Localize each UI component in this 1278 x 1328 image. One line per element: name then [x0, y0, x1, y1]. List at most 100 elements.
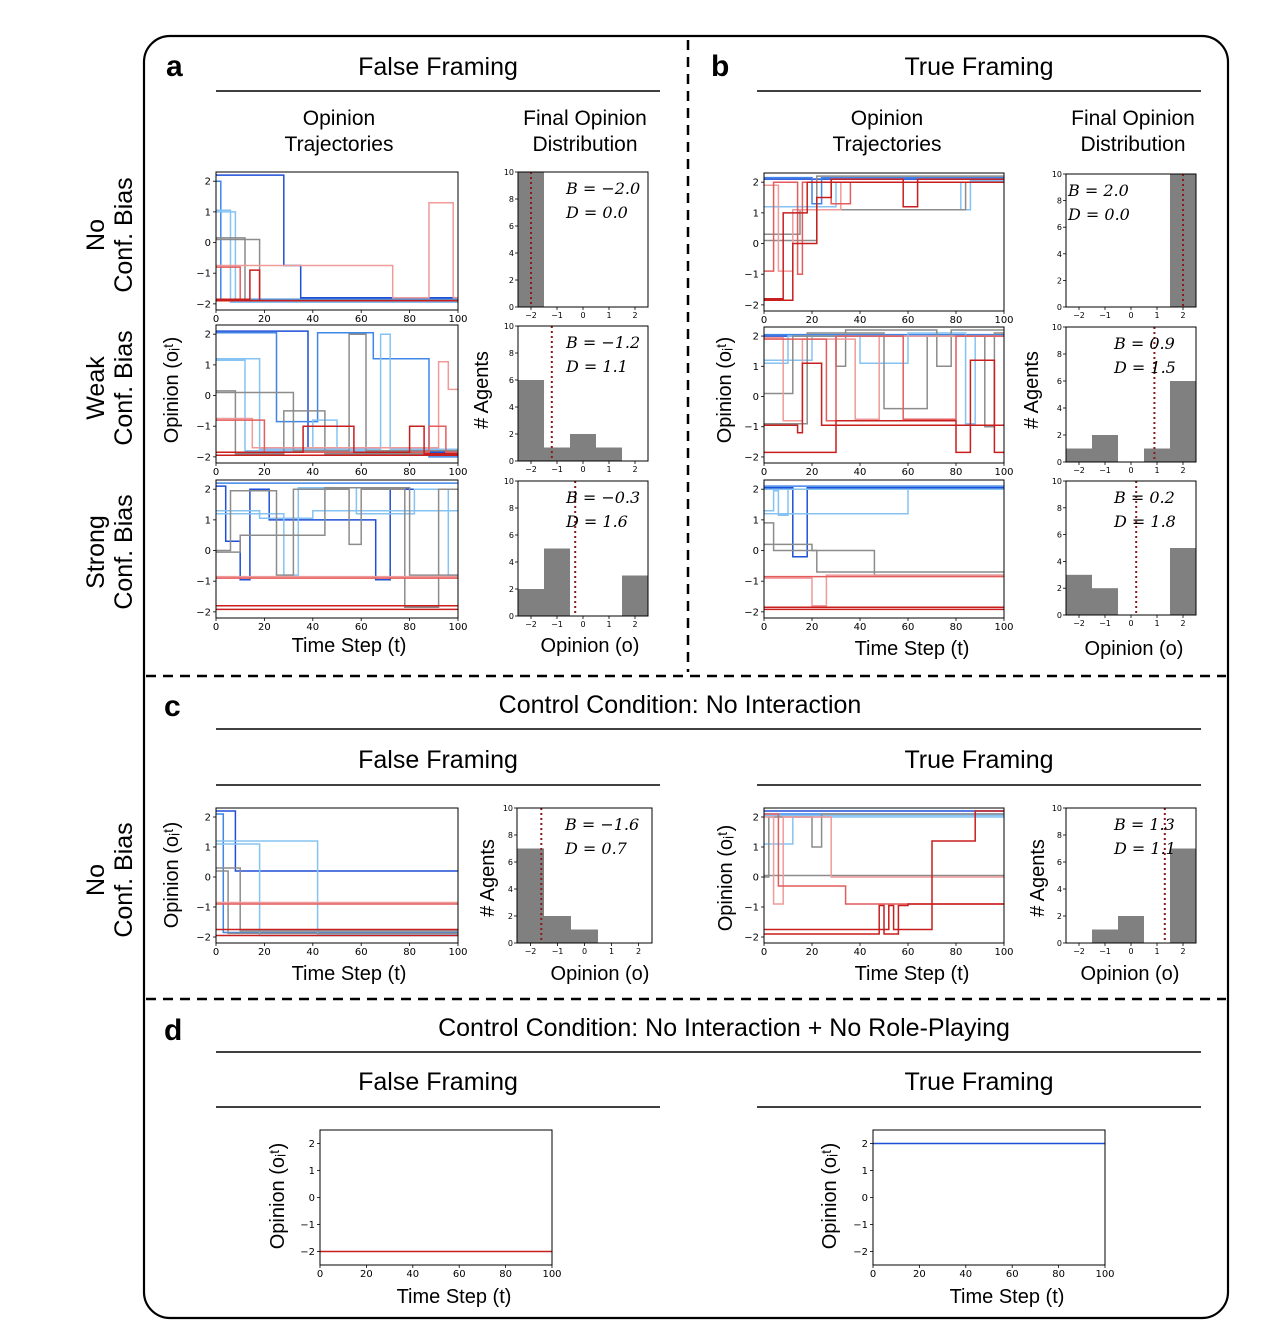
row-label-c-no-2: Conf. Bias	[110, 822, 138, 937]
b-ylabel-agents: # Agents	[1021, 351, 1043, 429]
c_true_traj-ytick-label-1: 1	[753, 843, 759, 854]
b_strong_traj-xtick-label-80: 80	[950, 622, 963, 633]
a_no_hist-ytick-label-4: 4	[509, 249, 514, 258]
a_no_traj-xtick-label-100: 100	[448, 314, 467, 325]
b_weak_hist-bar-2	[1170, 381, 1196, 462]
b_strong_traj-chart: 0 20 40 60 80 100 −2 −1 0 1 2	[744, 479, 1014, 633]
a_strong_traj-series-4	[216, 488, 458, 609]
d_false_traj-xtick-label-60: 60	[453, 1269, 466, 1280]
b_weak_hist-stat-d: D = 1.5	[1113, 358, 1176, 377]
c_true_traj-ytick-label-2: 2	[753, 813, 759, 824]
a_weak_traj-series-6	[216, 361, 458, 449]
b_strong_traj-series-5	[764, 522, 1004, 573]
b_weak_traj-xtick-label-40: 40	[854, 467, 867, 478]
a_no_hist-ytick-label-2: 2	[509, 276, 514, 285]
b_no_hist-ytick-label-6: 6	[1057, 223, 1062, 232]
c_false_hist-xtick-label-1: 1	[609, 947, 614, 956]
b_weak_hist-xtick-label--2: −2	[1073, 466, 1085, 475]
a_weak_traj-ytick-label-2: 2	[205, 330, 211, 341]
b_strong_traj-ytick-label-2: 2	[753, 485, 759, 496]
b_no_hist-xtick-label--2: −2	[1073, 311, 1085, 320]
b_strong_hist-bar--2	[1066, 574, 1092, 615]
a_weak_hist-ytick-label-6: 6	[509, 376, 514, 385]
c_true_traj-xtick-label-20: 20	[806, 947, 819, 958]
a_weak_traj-ytick-label--2: −2	[196, 452, 211, 463]
a_strong_hist-ytick-label-6: 6	[509, 531, 514, 540]
d_false_traj-ytick-label-2: 2	[309, 1139, 315, 1150]
d_true_traj-ytick-label-1: 1	[862, 1166, 868, 1177]
a_no_hist-chart: −2 −1 0 1 2 0 2 4 6 8 10 B = −2.0 D = 0.0	[504, 168, 649, 320]
b_weak_traj-series-6	[764, 335, 1004, 422]
c_true_traj-frame	[763, 807, 1005, 944]
d_false_traj-frame	[319, 1129, 553, 1266]
a_weak_traj-xtick-label-60: 60	[355, 467, 368, 478]
b_weak_hist-ytick-label-8: 8	[1057, 350, 1062, 359]
a_strong_traj-ytick-label-1: 1	[205, 515, 211, 526]
row-label-strong-1: Strong	[82, 515, 110, 589]
b_strong_hist-stat-b: B = 0.2	[1113, 488, 1175, 507]
b_no_traj-ytick-label-1: 1	[753, 208, 759, 219]
c_true_hist-ytick-label-8: 8	[1057, 831, 1062, 840]
c_true_traj-xtick-label-80: 80	[950, 947, 963, 958]
c_false_hist-ytick-label-6: 6	[508, 858, 513, 867]
d_false_traj-xtick-label-80: 80	[499, 1269, 512, 1280]
b_no_traj-ytick-label--2: −2	[744, 300, 759, 311]
a_no_traj-xtick-label-20: 20	[258, 314, 271, 325]
a_weak_traj-ytick-label-1: 1	[205, 360, 211, 371]
header-a-dist-2: Distribution	[532, 133, 637, 156]
c-false-ylabel-opinion: Opinion (oᵢᵗ)	[161, 822, 183, 928]
b_strong_traj-xtick-label-60: 60	[902, 622, 915, 633]
a_no_traj-series-2	[216, 209, 458, 304]
b_no_hist-ytick-label-0: 0	[1057, 303, 1062, 312]
a_weak_traj-frame	[215, 324, 459, 464]
d_true_traj-chart: 0 20 40 60 80 100 −2 −1 0 1 2	[853, 1129, 1115, 1280]
b_weak_traj-ytick-label-2: 2	[753, 332, 759, 343]
a_strong_traj-xtick-label-80: 80	[403, 622, 416, 633]
a_strong_traj-ytick-label--1: −1	[196, 577, 211, 588]
a_no_traj-ytick-label-1: 1	[205, 207, 211, 218]
b_no_traj-xtick-label-20: 20	[806, 315, 819, 326]
panel-b-title: True Framing	[904, 53, 1053, 81]
row-label-weak-conf-bias: Weak Conf. Bias	[82, 330, 138, 445]
d_true_traj-frame	[872, 1129, 1106, 1266]
c_true_hist-stat-b: B = 1.3	[1113, 815, 1175, 834]
b_weak_traj-xtick-label-100: 100	[994, 467, 1013, 478]
panel-c-false-title: False Framing	[358, 746, 518, 774]
b_no_traj-xtick-label-0: 0	[761, 315, 767, 326]
b_weak_traj-ytick-label--1: −1	[744, 422, 759, 433]
b_weak_traj-xtick-label-80: 80	[950, 467, 963, 478]
a_weak_traj-series-3	[216, 359, 458, 452]
b_weak_hist-bar--1	[1092, 435, 1118, 462]
c-false-xlabel-time: Time Step (t)	[292, 963, 407, 985]
d_false_traj-xtick-label-40: 40	[406, 1269, 419, 1280]
a_no_hist-xtick-label-2: 2	[632, 311, 637, 320]
panel-c-title: Control Condition: No Interaction	[499, 691, 862, 719]
c_false_hist-bar--2	[517, 848, 544, 943]
a_strong_traj-series-2	[216, 486, 458, 576]
c_false_hist-stat-d: D = 0.7	[564, 839, 628, 858]
c_true_traj-xtick-label-60: 60	[902, 947, 915, 958]
c_true_traj-series-2	[764, 816, 1004, 845]
d_false_traj-ytick-label--2: −2	[300, 1247, 315, 1258]
a_no_traj-xtick-label-40: 40	[306, 314, 319, 325]
a_no_hist-xtick-label-1: 1	[606, 311, 611, 320]
d-true-xlabel-time: Time Step (t)	[950, 1286, 1065, 1308]
d_true_traj-xtick-label-40: 40	[959, 1269, 972, 1280]
b_strong_traj-xtick-label-20: 20	[806, 622, 819, 633]
c_false_traj-xtick-label-0: 0	[213, 947, 219, 958]
b_no_hist-ytick-label-2: 2	[1057, 276, 1062, 285]
panel-c-true-title: True Framing	[904, 746, 1053, 774]
d_false_traj-ytick-label-1: 1	[309, 1166, 315, 1177]
a_weak_hist-bar--1	[544, 447, 570, 461]
b_weak_traj-series-5	[764, 332, 1004, 428]
a_no_hist-xtick-label--2: −2	[525, 311, 537, 320]
a_strong_hist-xtick-label--1: −1	[551, 620, 563, 629]
c-false-ylabel-agents: # Agents	[477, 839, 499, 917]
b_no_traj-series-3	[764, 181, 1004, 236]
a_weak_traj-xtick-label-0: 0	[213, 467, 219, 478]
a_weak_hist-ytick-label-4: 4	[509, 403, 514, 412]
c_false_hist-ytick-label-0: 0	[508, 939, 513, 948]
b_no_traj-series-6	[764, 181, 1004, 275]
